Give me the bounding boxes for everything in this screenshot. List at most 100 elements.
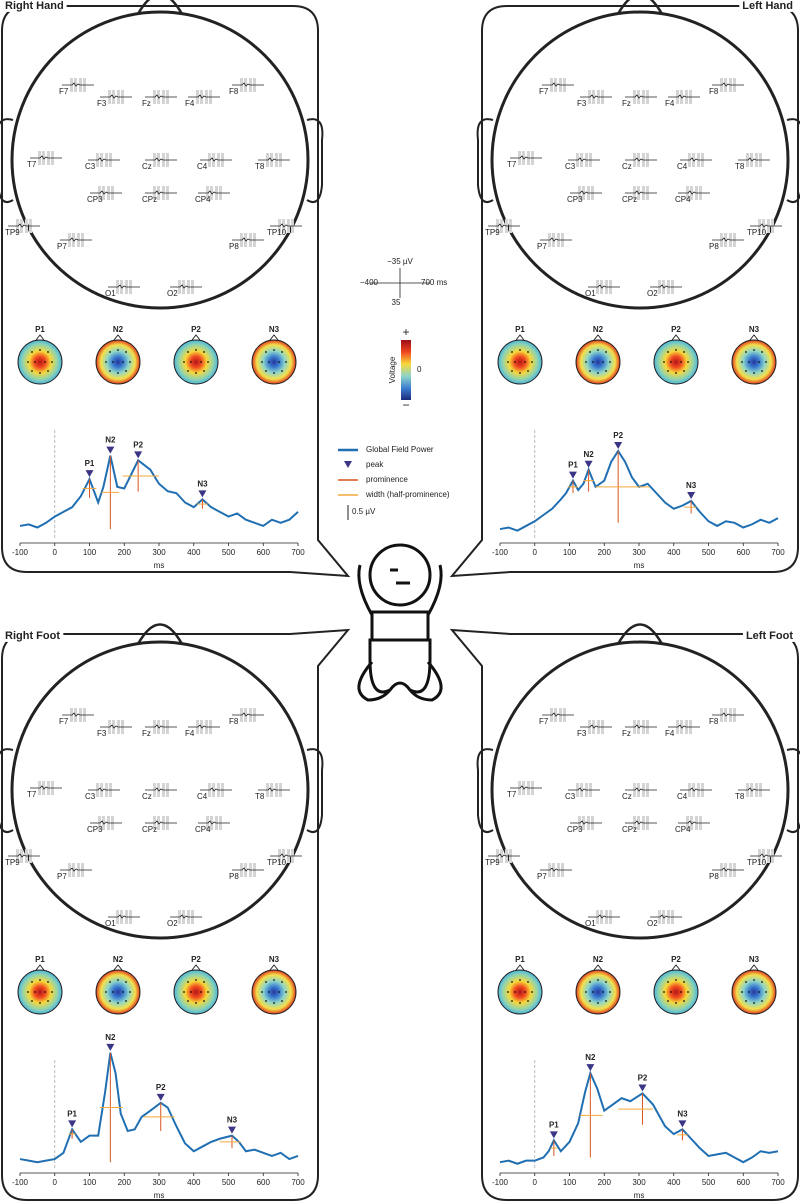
topomap-label: P1 bbox=[35, 955, 45, 964]
topomap-electrode bbox=[129, 361, 131, 363]
peak-label: N3 bbox=[686, 481, 697, 490]
topomap-nose bbox=[191, 334, 201, 341]
eeg-trace bbox=[270, 223, 302, 228]
topomap-electrode bbox=[597, 979, 599, 981]
peak-label: N2 bbox=[585, 1053, 596, 1062]
scale-label: 700 ms bbox=[421, 278, 447, 287]
x-tick-label: -100 bbox=[492, 548, 509, 557]
topomap-electrode bbox=[745, 351, 747, 353]
topomap-electrode bbox=[589, 1000, 591, 1002]
peak-label: N3 bbox=[227, 1116, 238, 1125]
topomap-electrode bbox=[761, 981, 763, 983]
topomap-electrode bbox=[31, 351, 33, 353]
topomap-electrode bbox=[112, 991, 114, 993]
eeg-trace bbox=[712, 867, 744, 872]
scale-label: −35 µV bbox=[387, 257, 413, 266]
electrode-label: CPz bbox=[622, 825, 637, 834]
topomap bbox=[497, 969, 543, 1015]
eeg-trace bbox=[145, 820, 177, 825]
topomap-electrode bbox=[519, 349, 521, 351]
topomap-electrode bbox=[117, 349, 119, 351]
topomap-nose bbox=[269, 964, 279, 971]
eeg-trace bbox=[625, 787, 657, 792]
title-bg bbox=[742, 629, 797, 642]
topomap-label: P1 bbox=[515, 955, 525, 964]
eeg-trace bbox=[30, 785, 62, 790]
peak-label: N3 bbox=[677, 1109, 688, 1118]
x-tick-label: 200 bbox=[118, 1178, 132, 1187]
x-tick-label: -100 bbox=[12, 1178, 29, 1187]
topomap-nose bbox=[35, 964, 45, 971]
electrode-label: T7 bbox=[27, 160, 37, 169]
topomap-electrode bbox=[524, 361, 526, 363]
topomap-electrode bbox=[122, 361, 124, 363]
topomap-label: N2 bbox=[593, 325, 604, 334]
peak-label: P1 bbox=[568, 461, 578, 470]
eeg-trace bbox=[198, 820, 230, 825]
topomap-nose bbox=[515, 964, 525, 971]
topomap-electrode bbox=[675, 372, 677, 374]
topomap-electrode bbox=[670, 361, 672, 363]
topomap-electrode bbox=[680, 991, 682, 993]
topomap-electrode bbox=[117, 372, 119, 374]
topomap-electrode bbox=[589, 981, 591, 983]
eeg-trace bbox=[8, 223, 40, 228]
topomap-electrode bbox=[748, 361, 750, 363]
eeg-trace bbox=[188, 724, 220, 729]
peak-label: N2 bbox=[583, 450, 594, 459]
topomap-electrode bbox=[125, 370, 127, 372]
topomap-electrode bbox=[39, 372, 41, 374]
topomap-electrode bbox=[605, 981, 607, 983]
scale-bar-label: 0.5 µV bbox=[352, 507, 376, 516]
x-axis-label: ms bbox=[154, 561, 165, 570]
topomap-electrode bbox=[27, 361, 29, 363]
electrode-label: F3 bbox=[577, 729, 587, 738]
topomap-electrode bbox=[524, 991, 526, 993]
peak-label: N3 bbox=[197, 479, 208, 488]
eeg-trace bbox=[625, 157, 657, 162]
topomap-electrode bbox=[687, 361, 689, 363]
topomap-electrode bbox=[675, 1002, 677, 1004]
eeg-trace bbox=[568, 157, 600, 162]
topomap bbox=[173, 969, 219, 1015]
x-tick-label: 100 bbox=[563, 1178, 577, 1187]
electrode-label: O2 bbox=[167, 919, 178, 928]
topomap-electrode bbox=[761, 351, 763, 353]
eeg-trace bbox=[270, 853, 302, 858]
peak-label: P2 bbox=[613, 431, 623, 440]
topomap-electrode bbox=[589, 351, 591, 353]
topomap-label: N3 bbox=[269, 325, 280, 334]
legend-label: width (half-prominence) bbox=[365, 490, 450, 499]
topomap-label: N2 bbox=[113, 955, 124, 964]
eeg-trace bbox=[145, 190, 177, 195]
x-tick-label: 500 bbox=[222, 1178, 236, 1187]
eeg-trace bbox=[712, 237, 744, 242]
eeg-trace bbox=[258, 157, 290, 162]
electrode-label: O2 bbox=[647, 919, 658, 928]
panel-title: Right Foot bbox=[5, 630, 60, 642]
x-tick-label: -100 bbox=[12, 548, 29, 557]
x-tick-label: 400 bbox=[667, 548, 681, 557]
legend-label: Global Field Power bbox=[366, 445, 434, 454]
eeg-trace bbox=[542, 712, 574, 717]
electrode-label: O1 bbox=[105, 289, 116, 298]
peak-marker bbox=[227, 1126, 236, 1134]
panel-title: Left Foot bbox=[746, 630, 793, 642]
topomap-electrode bbox=[187, 351, 189, 353]
electrode-label: C4 bbox=[677, 792, 688, 801]
topomap-electrode bbox=[47, 370, 49, 372]
topomap-electrode bbox=[745, 370, 747, 372]
x-tick-label: 600 bbox=[737, 548, 751, 557]
electrode-label: TP10 bbox=[747, 228, 767, 237]
electrode-label: TP9 bbox=[485, 228, 500, 237]
electrode-label: T8 bbox=[735, 792, 745, 801]
scale-label: −400 bbox=[360, 278, 379, 287]
topomap-label: N3 bbox=[749, 955, 760, 964]
eeg-trace bbox=[540, 867, 572, 872]
topomap-electrode bbox=[585, 991, 587, 993]
topomap-label: P2 bbox=[671, 325, 681, 334]
eeg-trace bbox=[62, 82, 94, 87]
topomap-electrode bbox=[195, 1002, 197, 1004]
eeg-trace bbox=[580, 94, 612, 99]
